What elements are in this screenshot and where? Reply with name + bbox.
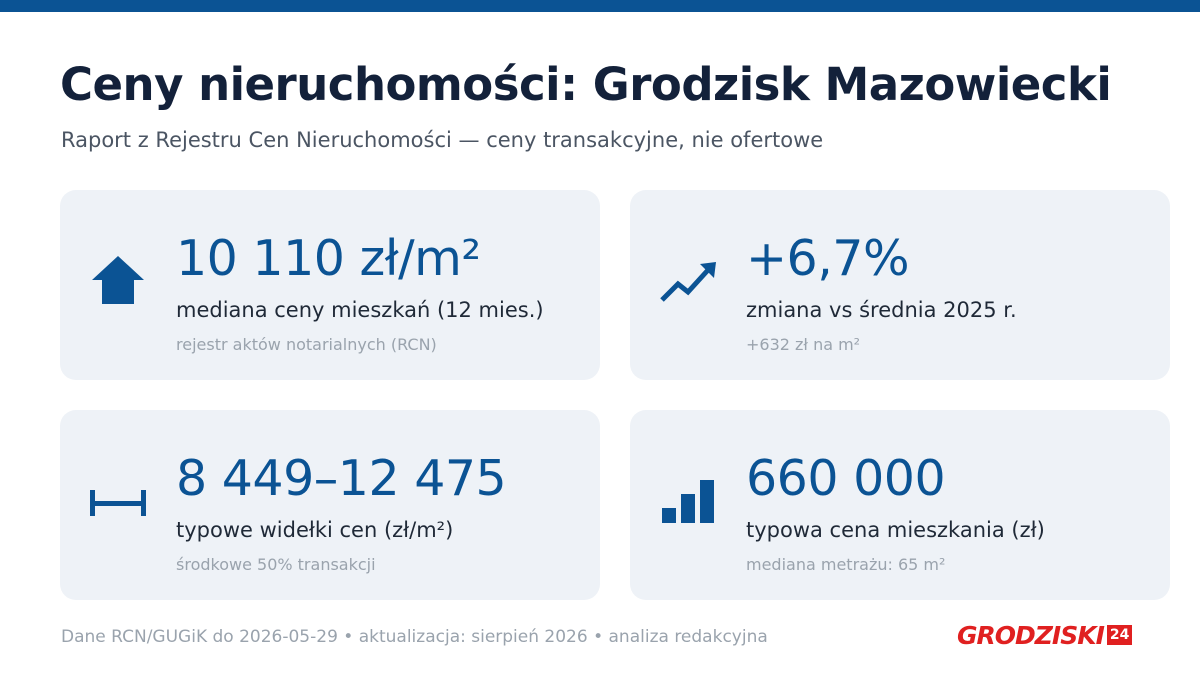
card-value: 10 110 zł/m² [176,230,481,287]
card-value: 8 449–12 475 [176,450,507,507]
subtitle: Raport z Rejestru Cen Nieruchomości — ce… [61,128,824,152]
top-bar [0,0,1200,12]
bars-icon [662,480,714,523]
footer: Dane RCN/GUGiK do 2026-05-29 • aktualiza… [61,627,768,647]
card-label: zmiana vs średnia 2025 r. [746,298,1017,322]
logo-text: GRODZISKI [957,620,1105,650]
card-note: rejestr aktów notarialnych (RCN) [176,335,437,354]
logo-badge: 24 [1106,625,1133,645]
card: 10 110 zł/m² mediana ceny mieszkań (12 m… [60,190,600,380]
card-note: +632 zł na m² [746,335,861,354]
house-icon [92,256,144,304]
card: +6,7% zmiana vs średnia 2025 r. +632 zł … [630,190,1170,380]
trend-icon [660,262,716,302]
card-note: środkowe 50% transakcji [176,555,376,574]
card-label: typowe widełki cen (zł/m²) [176,518,454,542]
card: 660 000 typowa cena mieszkania (zł) medi… [630,410,1170,600]
card-label: typowa cena mieszkania (zł) [746,518,1045,542]
card-value: 660 000 [746,450,946,507]
card: 8 449–12 475 typowe widełki cen (zł/m²) … [60,410,600,600]
card-value: +6,7% [746,230,910,287]
range-icon [90,490,146,516]
logo: GRODZISKI 24 [957,620,1133,650]
card-note: mediana metrażu: 65 m² [746,555,946,574]
card-label: mediana ceny mieszkań (12 mies.) [176,298,544,322]
title: Ceny nieruchomości: Grodzisk Mazowiecki [60,58,1112,111]
